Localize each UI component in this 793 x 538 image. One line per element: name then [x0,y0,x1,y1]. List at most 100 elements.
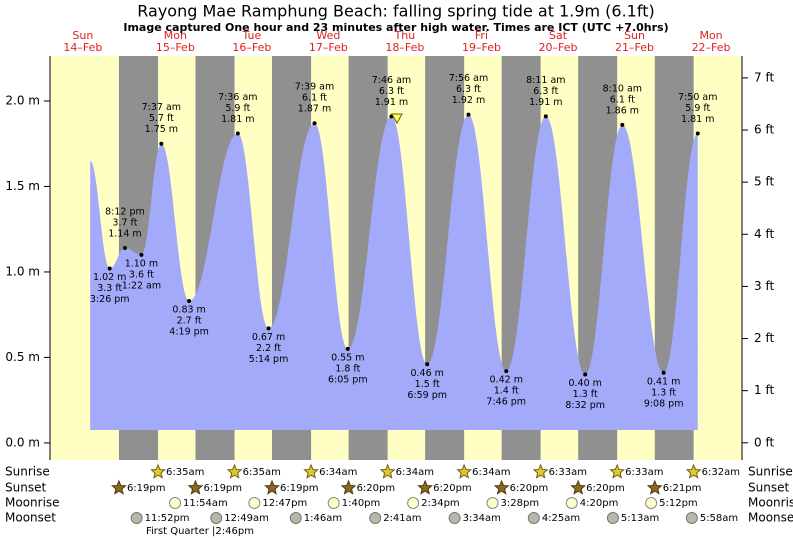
extreme-label: 7:37 am [142,102,181,113]
sunrise-icon [379,463,396,479]
sunset-icon [493,479,510,495]
sunset-time: 6:20pm [586,483,625,494]
moonrise-time: 5:12pm [659,498,698,509]
extreme-dot [122,245,127,250]
extreme-label: 0.40 m [568,378,601,389]
extreme-label: 1.4 ft [494,386,519,397]
extreme-dot [159,141,164,146]
y-tick-label: 0.0 m [5,435,40,449]
extreme-label: 1.14 m [108,228,141,239]
moonset-time: 11:52pm [145,513,190,524]
y2-tick-label: 1 ft [754,383,774,397]
y-tick-label: 2.0 m [5,93,40,107]
moonset-icon [210,512,223,524]
extreme-dot [345,346,350,351]
sunset-time: 6:21pm [663,483,702,494]
extreme-dot [466,112,471,117]
extreme-label: 1.87 m [298,104,331,115]
moonrise-time: 2:34pm [421,498,460,509]
extreme-label: 7:46 pm [486,397,526,408]
extreme-dot [695,131,700,136]
extreme-label: 6.1 ft [302,93,327,104]
moonrise-time: 4:20pm [580,498,619,509]
sunrise-time: 6:35am [243,467,281,478]
y2-tick-label: 2 ft [754,331,774,345]
moonrise-icon [248,497,261,509]
y2-tick-label: 3 ft [754,279,774,293]
sunrise-icon [303,463,319,479]
sunrise-time: 6:34am [396,467,434,478]
extreme-dot [312,121,317,126]
moonrise-icon [645,497,658,509]
moonset-icon [289,512,302,524]
y2-tick-label: 0 ft [754,435,774,449]
sunrise-time: 6:35am [166,467,204,478]
day-date: 14–Feb [63,41,102,54]
y-tick-label: 1.0 m [5,264,40,278]
sunrise-time: 6:32am [702,467,740,478]
sunset-icon [417,479,434,495]
sunrise-icon [685,463,702,479]
moonset-icon [606,512,619,524]
extreme-label: 1.86 m [606,105,639,116]
sunset-icon [646,479,663,495]
day-date: 22–Feb [692,41,731,54]
row-label-left: Moonset [5,511,56,525]
day-name: Wed [316,29,340,42]
extreme-label: 6.3 ft [379,86,404,97]
extreme-label: 8:32 pm [565,400,605,411]
moonrise-icon [327,497,340,509]
row-label-right: Sunset [748,481,789,495]
extreme-dot [235,131,240,136]
moonset-icon [527,512,540,524]
moonrise-time: 12:47pm [262,498,307,509]
moonrise-icon [169,497,182,509]
row-label-left: Sunrise [5,465,50,479]
sunrise-icon [532,463,549,479]
extreme-label: 1.91 m [529,97,562,108]
sunset-time: 6:20pm [357,483,396,494]
row-label-right: Moonrise [748,496,793,510]
extreme-label: 3.7 ft [112,217,137,228]
moonrise-time: 3:28pm [501,498,540,509]
extreme-label: 3:26 pm [90,294,130,305]
now-marker [391,113,403,125]
chart-subtitle: Image captured One hour and 23 minutes a… [123,21,668,34]
extreme-label: 6:05 pm [328,374,368,385]
moon-phase: First Quarter |2:46pm [146,526,254,537]
extreme-label: 4:19 pm [169,326,209,337]
extreme-dot [583,372,588,377]
moonrise-icon [565,497,578,509]
moonset-icon [448,512,461,524]
extreme-label: 5.9 ft [685,103,710,114]
extreme-label: 1.8 ft [335,363,360,374]
moonset-icon [685,512,698,524]
moonset-icon [369,512,382,524]
extreme-label: 0.46 m [410,368,443,379]
extreme-label: 0.42 m [490,375,523,386]
extreme-label: 1.81 m [681,114,714,125]
row-label-right: Moonset [748,511,793,525]
day-date: 20–Feb [539,41,578,54]
sunset-time: 6:20pm [510,483,549,494]
moonset-time: 1:46am [304,513,342,524]
extreme-label: 1.3 ft [651,387,676,398]
extreme-dot [504,369,509,374]
extreme-label: 7:39 am [295,82,334,93]
extreme-dot [661,370,666,375]
extreme-label: 6.3 ft [533,86,558,97]
day-name: Fri [475,29,488,42]
extreme-label: 5.9 ft [225,103,250,114]
extreme-label: 3.3 ft [97,283,122,294]
chart-title: Rayong Mae Ramphung Beach: falling sprin… [137,2,654,21]
y2-tick-label: 6 ft [754,123,774,137]
extreme-dot [107,266,112,271]
sunrise-icon [150,463,166,479]
day-date: 17–Feb [309,41,348,54]
moonrise-time: 1:40pm [342,498,381,509]
day-date: 21–Feb [615,41,654,54]
sunset-time: 6:19pm [127,483,166,494]
extreme-dot [620,122,625,127]
extreme-label: 1.10 m [125,258,158,269]
